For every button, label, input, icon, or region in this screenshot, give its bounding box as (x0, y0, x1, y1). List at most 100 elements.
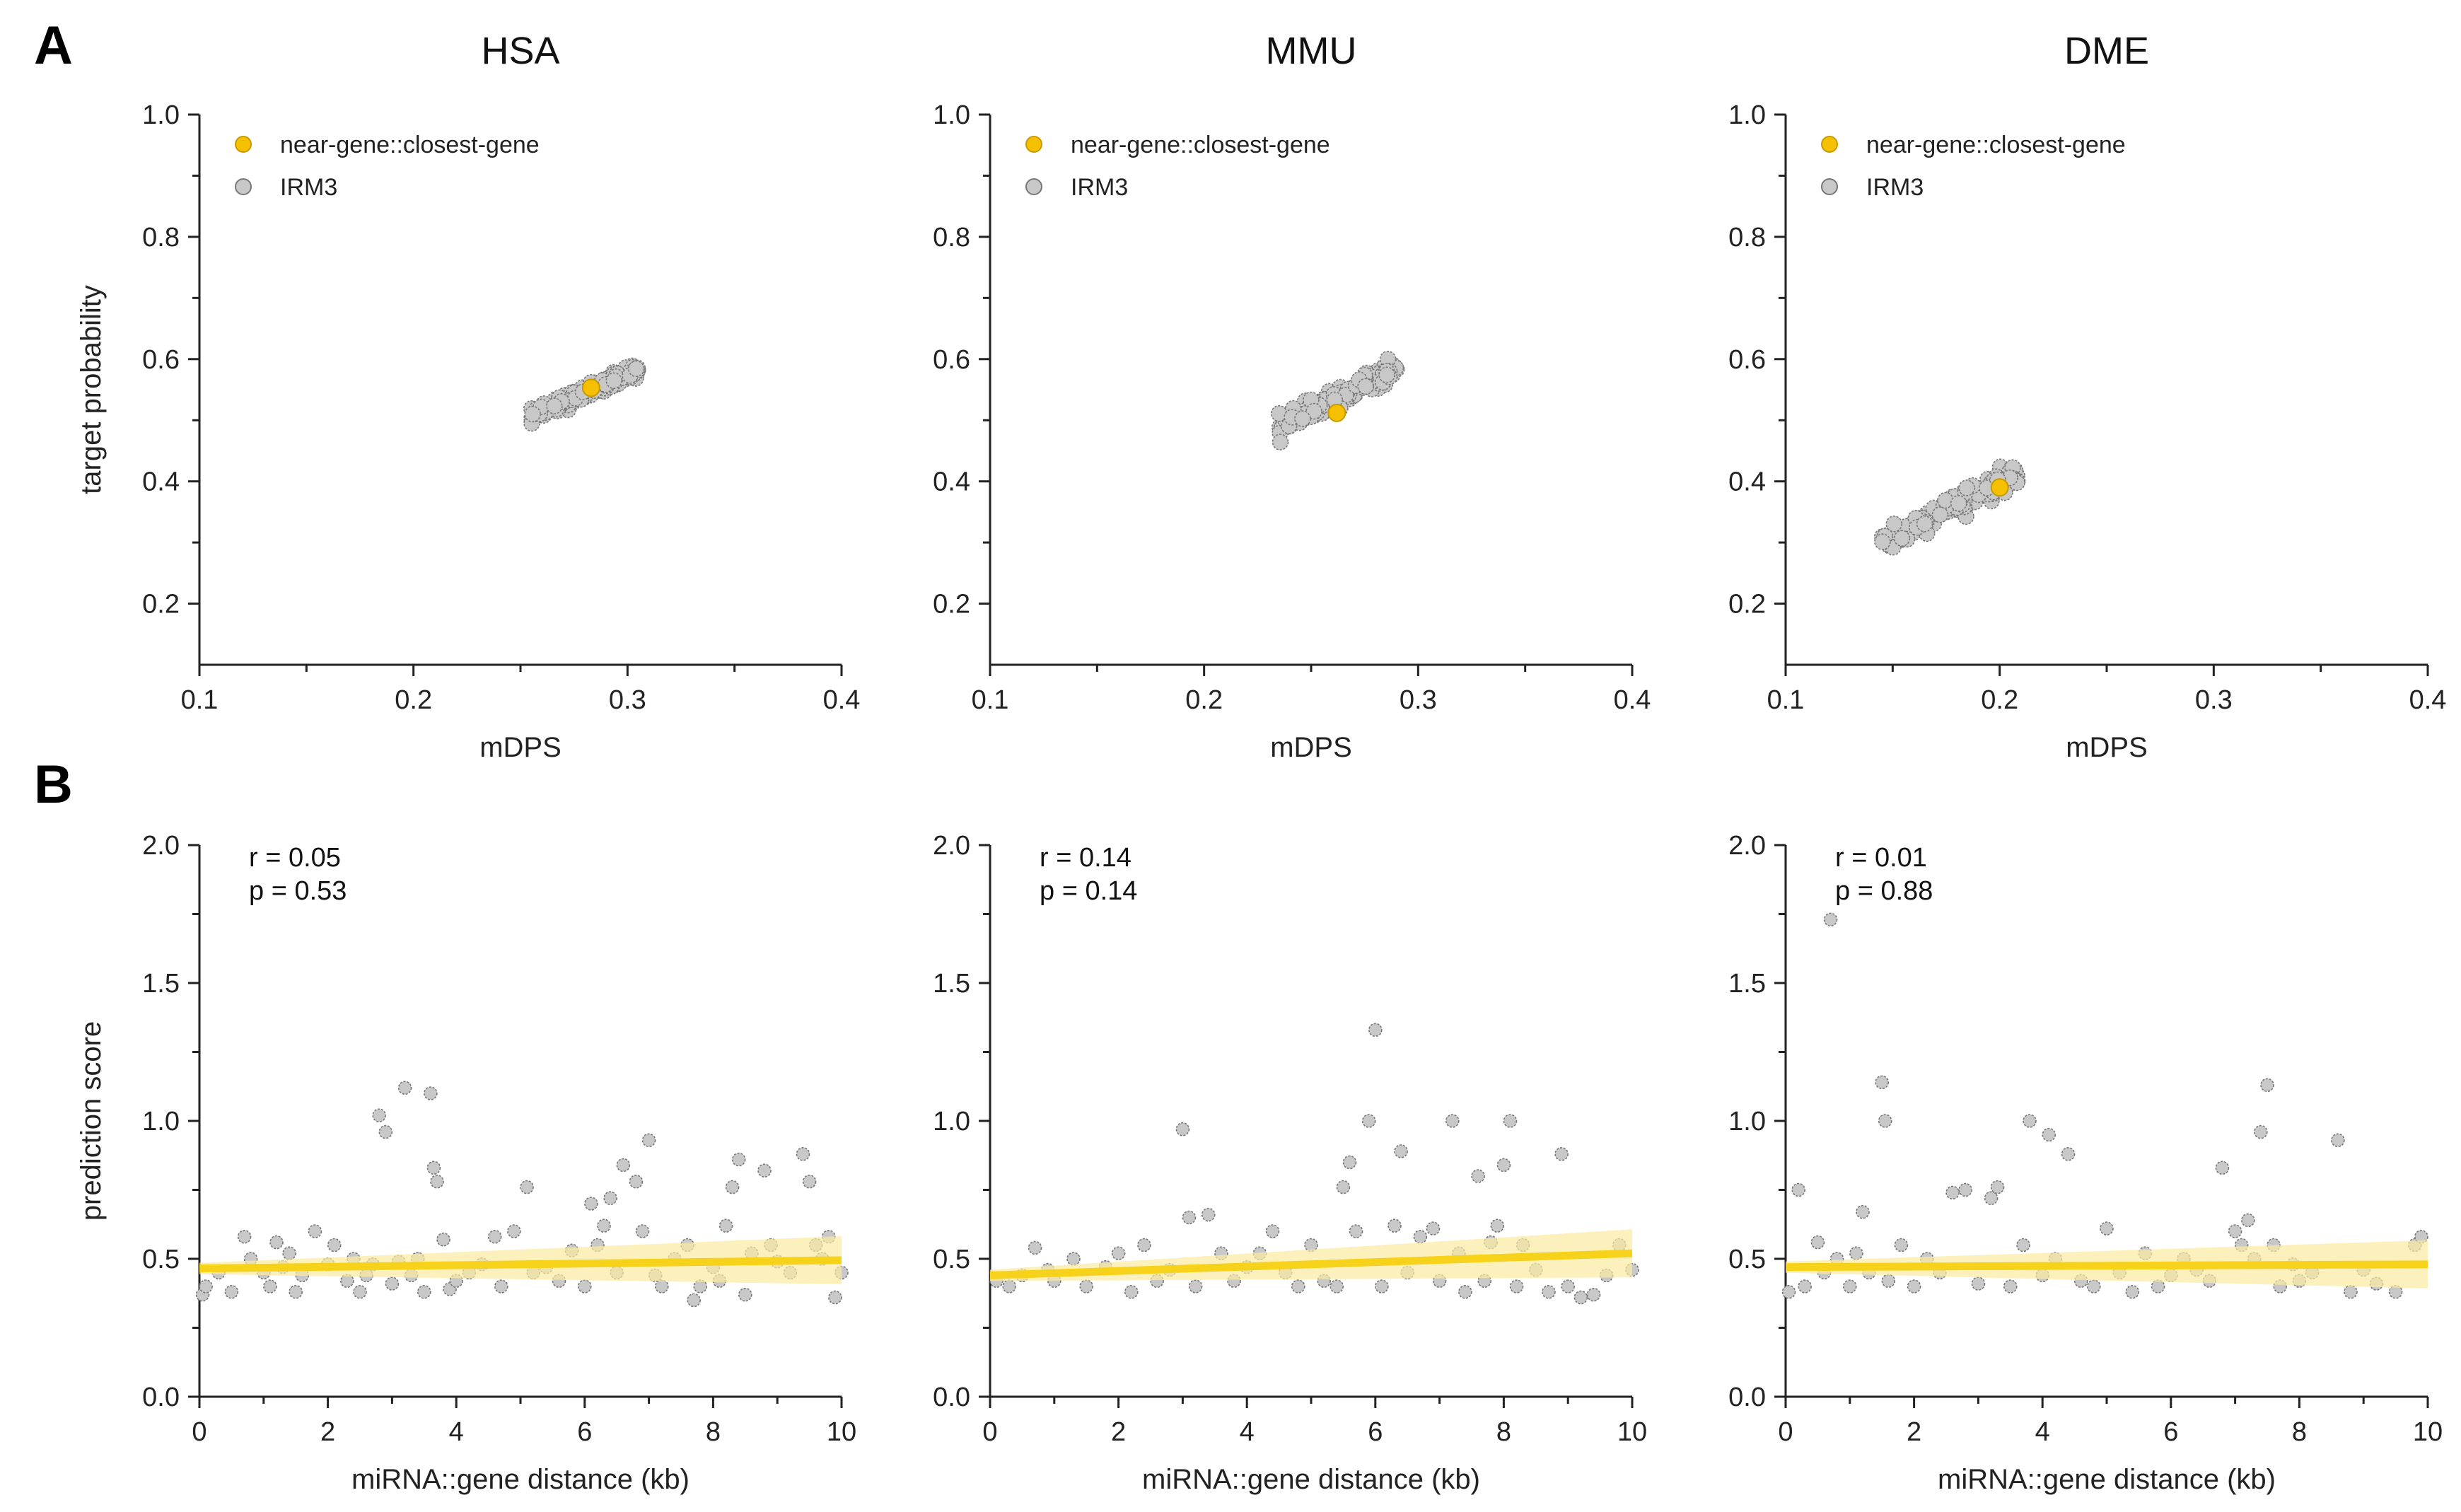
score-point (385, 1277, 400, 1291)
score-point (1304, 1238, 1318, 1252)
irm3-point-cloud (1874, 458, 2026, 556)
y-tick-label: 0.0 (1728, 1383, 1766, 1412)
score-point (577, 1279, 592, 1293)
score-point (1413, 1230, 1428, 1244)
score-point (507, 1224, 521, 1238)
score-point (2061, 1147, 2076, 1161)
score-point (2042, 1127, 2056, 1142)
y-tick-label: 1.0 (1728, 100, 1766, 130)
x-axis-label: miRNA::gene distance (kb) (351, 1464, 690, 1495)
fit-line (199, 1256, 842, 1273)
score-point (1349, 1224, 1363, 1238)
score-point (1490, 1219, 1505, 1233)
score-point (1823, 912, 1838, 927)
x-tick-label: 6 (2163, 1417, 2178, 1447)
irm3-point (1294, 410, 1311, 427)
score-point (738, 1287, 752, 1302)
x-tick-label: 0.1 (181, 685, 219, 715)
x-tick-label: 6 (1368, 1417, 1383, 1447)
score-point (353, 1285, 367, 1299)
score-point (1542, 1285, 1556, 1299)
y-tick-label: 2.0 (933, 831, 970, 861)
irm3-point (1950, 494, 1967, 512)
irm3-point (1357, 378, 1374, 395)
score-point (1111, 1246, 1126, 1260)
legend-label-irm3: IRM3 (1866, 174, 1924, 201)
stat-p: p = 0.88 (1835, 876, 1933, 906)
y-axis-label: target probability (76, 285, 107, 494)
near-gene-point (581, 378, 600, 397)
score-point (1079, 1279, 1093, 1293)
x-tick-label: 0.2 (1185, 685, 1223, 715)
score-point (654, 1279, 669, 1293)
score-point (372, 1108, 387, 1122)
score-point (1426, 1221, 1441, 1235)
y-tick-label: 0.8 (933, 223, 970, 252)
irm3-point (1893, 530, 1911, 547)
y-tick-label: 1.5 (933, 969, 970, 999)
x-tick-label: 6 (577, 1417, 592, 1447)
score-point (1894, 1238, 1909, 1252)
score-point (1330, 1279, 1344, 1293)
legend-marker-irm3 (1025, 178, 1042, 195)
score-point (2215, 1161, 2230, 1175)
score-point (1124, 1285, 1139, 1299)
near-gene-point (1990, 478, 2009, 497)
y-tick-label: 0.4 (142, 467, 180, 497)
score-point (1394, 1144, 1408, 1158)
y-tick-label: 1.5 (1728, 969, 1766, 999)
irm3-point (627, 360, 645, 378)
score-point (1201, 1207, 1216, 1222)
score-points (1781, 912, 2428, 1299)
score-point (687, 1293, 702, 1308)
score-point (1878, 1114, 1892, 1128)
irm3-point (546, 397, 563, 414)
score-point (1561, 1279, 1575, 1293)
irm3-point (1916, 515, 1933, 533)
y-tick-label: 0.6 (142, 345, 180, 375)
score-point (1368, 1023, 1383, 1037)
score-point (1182, 1210, 1197, 1225)
score-point (1958, 1182, 1972, 1197)
score-point (1791, 1182, 1805, 1197)
irm3-point (1874, 533, 1891, 550)
x-tick-label: 0.3 (609, 685, 646, 715)
score-point (718, 1219, 733, 1233)
score-point (397, 1081, 412, 1095)
score-point (1586, 1287, 1601, 1302)
score-point (1907, 1279, 1921, 1293)
x-tick-label: 2 (1907, 1417, 1921, 1447)
chart-a-dme: DME 0.1 0.2 0.3 0.4 0.2 0.4 0.6 0.8 1.0 mDPS near-g… (1728, 30, 2446, 763)
score-point (1875, 1075, 1889, 1090)
y-tick-label: 1.0 (933, 1107, 970, 1136)
y-tick-label: 0.6 (1728, 345, 1766, 375)
score-point (426, 1161, 441, 1175)
score-point (1387, 1219, 1402, 1233)
score-point (1137, 1238, 1151, 1252)
score-point (1265, 1224, 1280, 1238)
irm3-point-cloud (1270, 350, 1405, 450)
irm3-point (1272, 434, 1289, 450)
y-tick-label: 1.0 (933, 100, 970, 130)
x-tick-label: 0.1 (1767, 685, 1805, 715)
x-tick-label: 10 (827, 1417, 856, 1447)
y-tick-label: 0.8 (142, 223, 180, 252)
legend-label-near-gene: near-gene::closest-gene (1071, 132, 1330, 158)
legend-marker-irm3 (1821, 178, 1838, 195)
score-point (327, 1238, 342, 1252)
score-point (2125, 1285, 2140, 1299)
stat-r: r = 0.14 (1040, 843, 1131, 873)
score-point (1509, 1279, 1524, 1293)
score-point (757, 1163, 772, 1177)
score-point (237, 1230, 252, 1244)
y-tick-label: 0.5 (933, 1245, 970, 1274)
score-point (424, 1086, 438, 1100)
stat-r: r = 0.05 (249, 843, 341, 873)
x-tick-label: 8 (2292, 1417, 2307, 1447)
y-tick-label: 2.0 (142, 831, 180, 861)
x-tick-label: 0.1 (972, 685, 1009, 715)
y-tick-label: 1.0 (142, 100, 180, 130)
score-point (1849, 1246, 1863, 1260)
